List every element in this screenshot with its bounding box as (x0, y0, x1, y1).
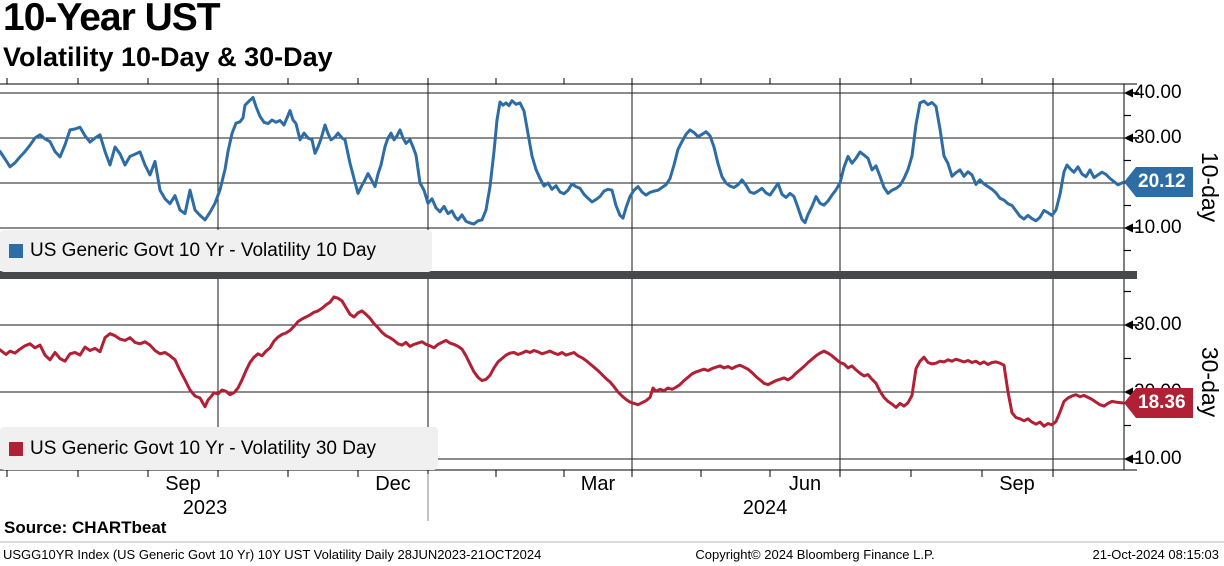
legend-swatch-red (9, 441, 23, 456)
x-month-label: Sep (999, 473, 1035, 495)
x-year-label: 2023 (182, 497, 228, 519)
legend-volatility-10-day: US Generic Govt 10 Yr - Volatility 10 Da… (0, 230, 432, 272)
last-value-badge-10-day: 20.12 (1124, 167, 1193, 198)
y-tick-label: 40.00 (1134, 82, 1182, 103)
panel-separator (0, 271, 1137, 279)
chart-subtitle: Volatility 10-Day & 30-Day (3, 42, 333, 72)
legend-label: US Generic Govt 10 Yr - Volatility 10 Da… (30, 240, 377, 261)
series-line-10-day (0, 96, 1124, 226)
series-line-30-day (0, 295, 1124, 428)
legend-swatch-blue (9, 244, 23, 258)
badge-arrow-icon (1124, 387, 1136, 418)
y-major-tick-arrow (1124, 320, 1133, 330)
x-month-label: Mar (580, 473, 616, 495)
y-major-tick-arrow (1124, 133, 1133, 143)
last-value-badge-30-day: 18.36 (1124, 387, 1193, 418)
footer-security-info: USGG10YR Index (US Generic Govt 10 Yr) 1… (3, 547, 542, 562)
y-tick-label: 10.00 (1134, 217, 1182, 238)
x-year-label: 2024 (742, 497, 788, 519)
source-label: Source: CHARTbeat (4, 518, 167, 537)
badge-value: 20.12 (1136, 167, 1193, 198)
legend-label: US Generic Govt 10 Yr - Volatility 30 Da… (30, 437, 377, 459)
page-title: 10-Year UST (3, 0, 221, 39)
axis-label-30-day: 30-day (1197, 346, 1223, 418)
y-tick-label: 10.00 (1134, 448, 1182, 469)
footer-copyright: Copyright© 2024 Bloomberg Finance L.P. (695, 547, 935, 562)
axis-label-10-day: 10-day (1197, 151, 1223, 223)
x-month-label: Jun (788, 473, 822, 495)
y-major-tick-arrow (1124, 454, 1133, 464)
badge-arrow-icon (1124, 167, 1136, 198)
y-major-tick-arrow (1124, 88, 1133, 98)
y-tick-label: 30.00 (1134, 314, 1182, 335)
badge-value: 18.36 (1136, 387, 1193, 418)
y-major-tick-arrow (1124, 223, 1133, 233)
footer-datetime: 21-Oct-2024 08:15:03 (1092, 547, 1219, 562)
y-tick-label: 30.00 (1134, 127, 1182, 148)
x-month-label: Dec (375, 473, 411, 495)
legend-volatility-30-day: US Generic Govt 10 Yr - Volatility 30 Da… (0, 427, 438, 470)
x-month-label: Sep (165, 473, 201, 495)
